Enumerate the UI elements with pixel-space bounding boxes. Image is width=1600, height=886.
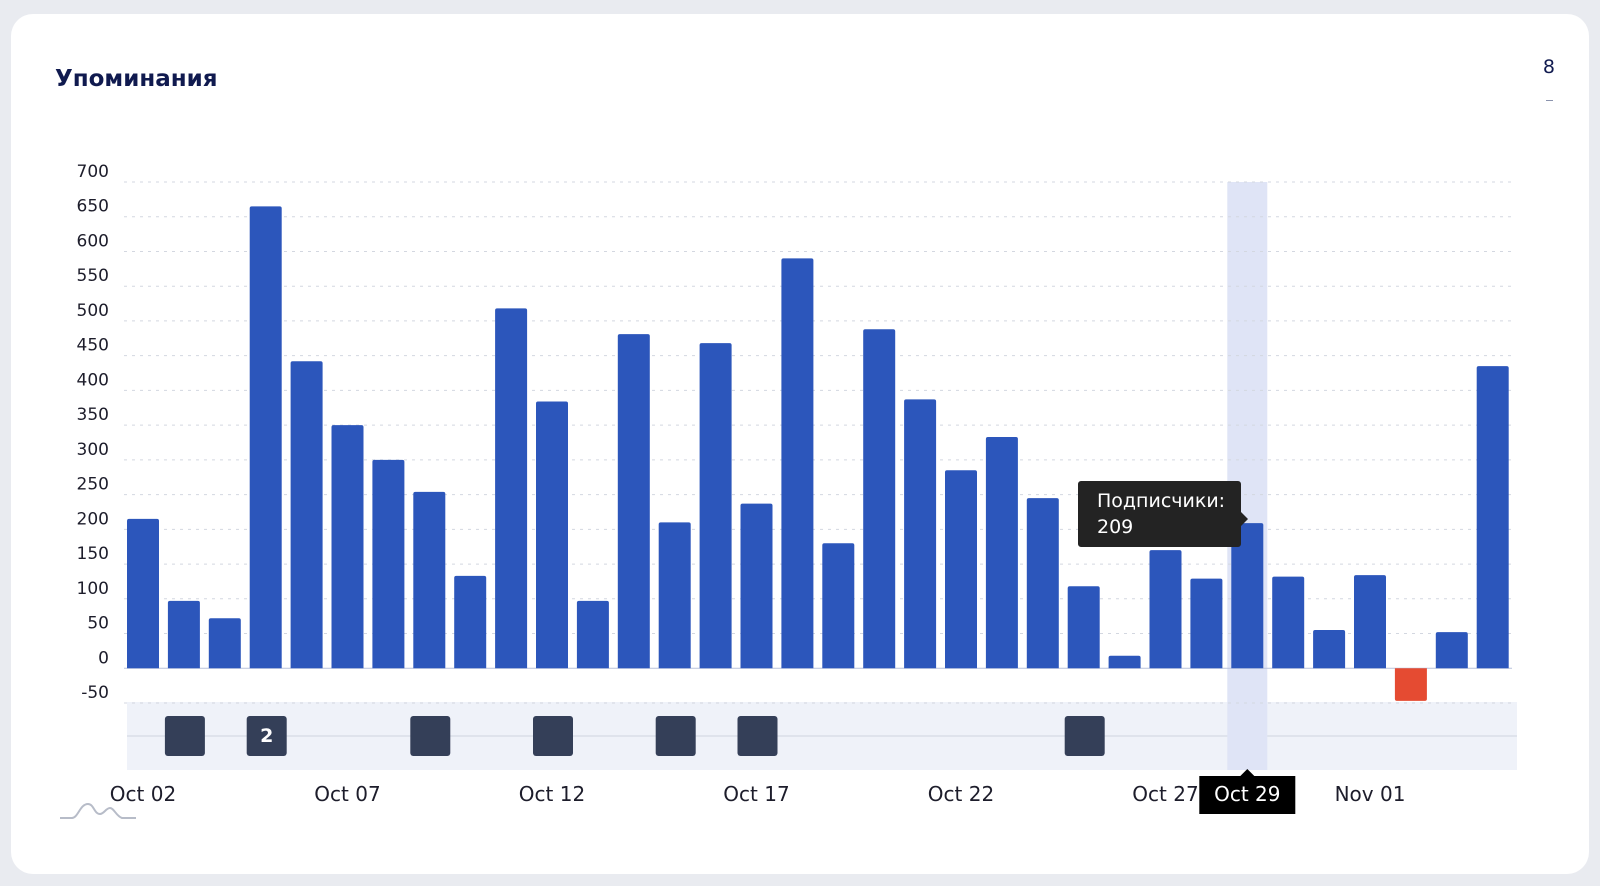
- x-tick-label: Oct 02: [110, 782, 176, 806]
- bar-oct-15[interactable]: [658, 522, 691, 669]
- bar-oct-08[interactable]: [372, 459, 405, 669]
- y-tick-label: 450: [77, 336, 109, 356]
- tooltip-value: 209: [1097, 516, 1133, 538]
- event-marker[interactable]: [533, 716, 573, 756]
- bars[interactable]: [127, 206, 1509, 701]
- y-tick-label: -50: [81, 683, 109, 703]
- bar-oct-22[interactable]: [945, 470, 977, 669]
- x-tick-label: Oct 07: [314, 782, 380, 806]
- bar-oct-30[interactable]: [1272, 576, 1305, 669]
- event-marker[interactable]: [655, 716, 696, 756]
- bar-oct-06[interactable]: [290, 361, 323, 669]
- y-tick-label: 150: [77, 544, 109, 564]
- event-marker-label: 2: [260, 725, 273, 747]
- bar-oct-02[interactable]: [127, 518, 159, 669]
- y-tick-label: 550: [77, 266, 109, 286]
- y-tick-label: 100: [77, 579, 109, 599]
- tooltip-box: [1078, 481, 1248, 547]
- bar-nov-03[interactable]: [1435, 632, 1468, 669]
- bar-oct-26[interactable]: [1108, 655, 1141, 669]
- bar-oct-31[interactable]: [1313, 630, 1346, 669]
- bar-oct-03[interactable]: [167, 600, 200, 669]
- event-marker[interactable]: [246, 716, 287, 756]
- x-tick-pointer: [1240, 769, 1255, 776]
- tooltip-label: Подписчики:: [1097, 490, 1225, 512]
- mentions-count[interactable]: 8: [1542, 56, 1555, 78]
- y-tick-label: 500: [77, 301, 109, 321]
- bar-oct-27[interactable]: [1149, 550, 1182, 669]
- x-tick-label: Oct 29: [1214, 782, 1280, 806]
- bar-nov-04[interactable]: [1476, 366, 1509, 669]
- y-axis: 7006506005505004504003503002502001501005…: [77, 162, 109, 703]
- x-axis: Oct 02 Oct 07 Oct 12 Oct 17 Oct 22 Oct 27 Oct …: [110, 769, 1406, 814]
- bar-oct-28[interactable]: [1190, 578, 1223, 669]
- event-markers[interactable]: 2: [164, 716, 1105, 756]
- bar-oct-12[interactable]: [536, 401, 568, 669]
- brand-logo-icon: [60, 802, 136, 819]
- bar-oct-16[interactable]: [699, 343, 732, 669]
- count-underline: [1546, 100, 1553, 101]
- bar-oct-10[interactable]: [454, 575, 487, 669]
- y-tick-label: 0: [98, 648, 109, 668]
- y-tick-label: 350: [77, 405, 109, 425]
- bar-oct-21[interactable]: [904, 399, 937, 669]
- bar-oct-13[interactable]: [576, 600, 609, 669]
- event-marker[interactable]: [410, 716, 451, 756]
- y-tick-label: 250: [77, 475, 109, 495]
- tooltip: Подписчики: 209: [1078, 481, 1248, 547]
- bar-oct-24[interactable]: [1026, 498, 1059, 669]
- y-tick-label: 700: [77, 162, 109, 182]
- bar-oct-09[interactable]: [413, 491, 446, 669]
- bar-oct-25[interactable]: [1067, 586, 1100, 669]
- bar-oct-17[interactable]: [740, 503, 773, 669]
- x-tick-label: Oct 22: [928, 782, 994, 806]
- x-tick-label: Oct 12: [519, 782, 585, 806]
- x-tick-label: Oct 17: [723, 782, 789, 806]
- bar-oct-20[interactable]: [863, 329, 896, 669]
- bar-oct-05[interactable]: [249, 206, 282, 669]
- x-tick-label: Oct 27: [1132, 782, 1198, 806]
- bar-oct-04[interactable]: [208, 618, 241, 669]
- y-tick-label: 600: [77, 231, 109, 251]
- bar-oct-11[interactable]: [495, 308, 528, 669]
- bar-oct-07[interactable]: [331, 425, 364, 669]
- y-tick-label: 200: [77, 509, 109, 529]
- chart-title: Упоминания: [55, 66, 218, 92]
- highlighted-column: [1227, 182, 1268, 770]
- event-marker[interactable]: [164, 716, 205, 756]
- bar-oct-19[interactable]: [822, 543, 855, 669]
- y-tick-label: 300: [77, 440, 109, 460]
- y-tick-label: 50: [87, 614, 109, 634]
- bar-oct-23[interactable]: [985, 436, 1018, 669]
- chart-background-layer: [127, 182, 1517, 770]
- event-marker[interactable]: [1064, 716, 1105, 756]
- x-tick-highlight: [1199, 776, 1296, 814]
- bar-nov-01[interactable]: [1354, 575, 1386, 669]
- event-marker[interactable]: [737, 716, 778, 756]
- bar-oct-29[interactable]: [1231, 523, 1264, 669]
- bar-nov-02[interactable]: [1394, 668, 1427, 701]
- bar-oct-14[interactable]: [617, 334, 650, 669]
- x-tick-label: Nov 01: [1335, 782, 1406, 806]
- y-tick-label: 400: [77, 370, 109, 390]
- y-tick-label: 650: [77, 197, 109, 217]
- bar-oct-18[interactable]: [781, 258, 814, 669]
